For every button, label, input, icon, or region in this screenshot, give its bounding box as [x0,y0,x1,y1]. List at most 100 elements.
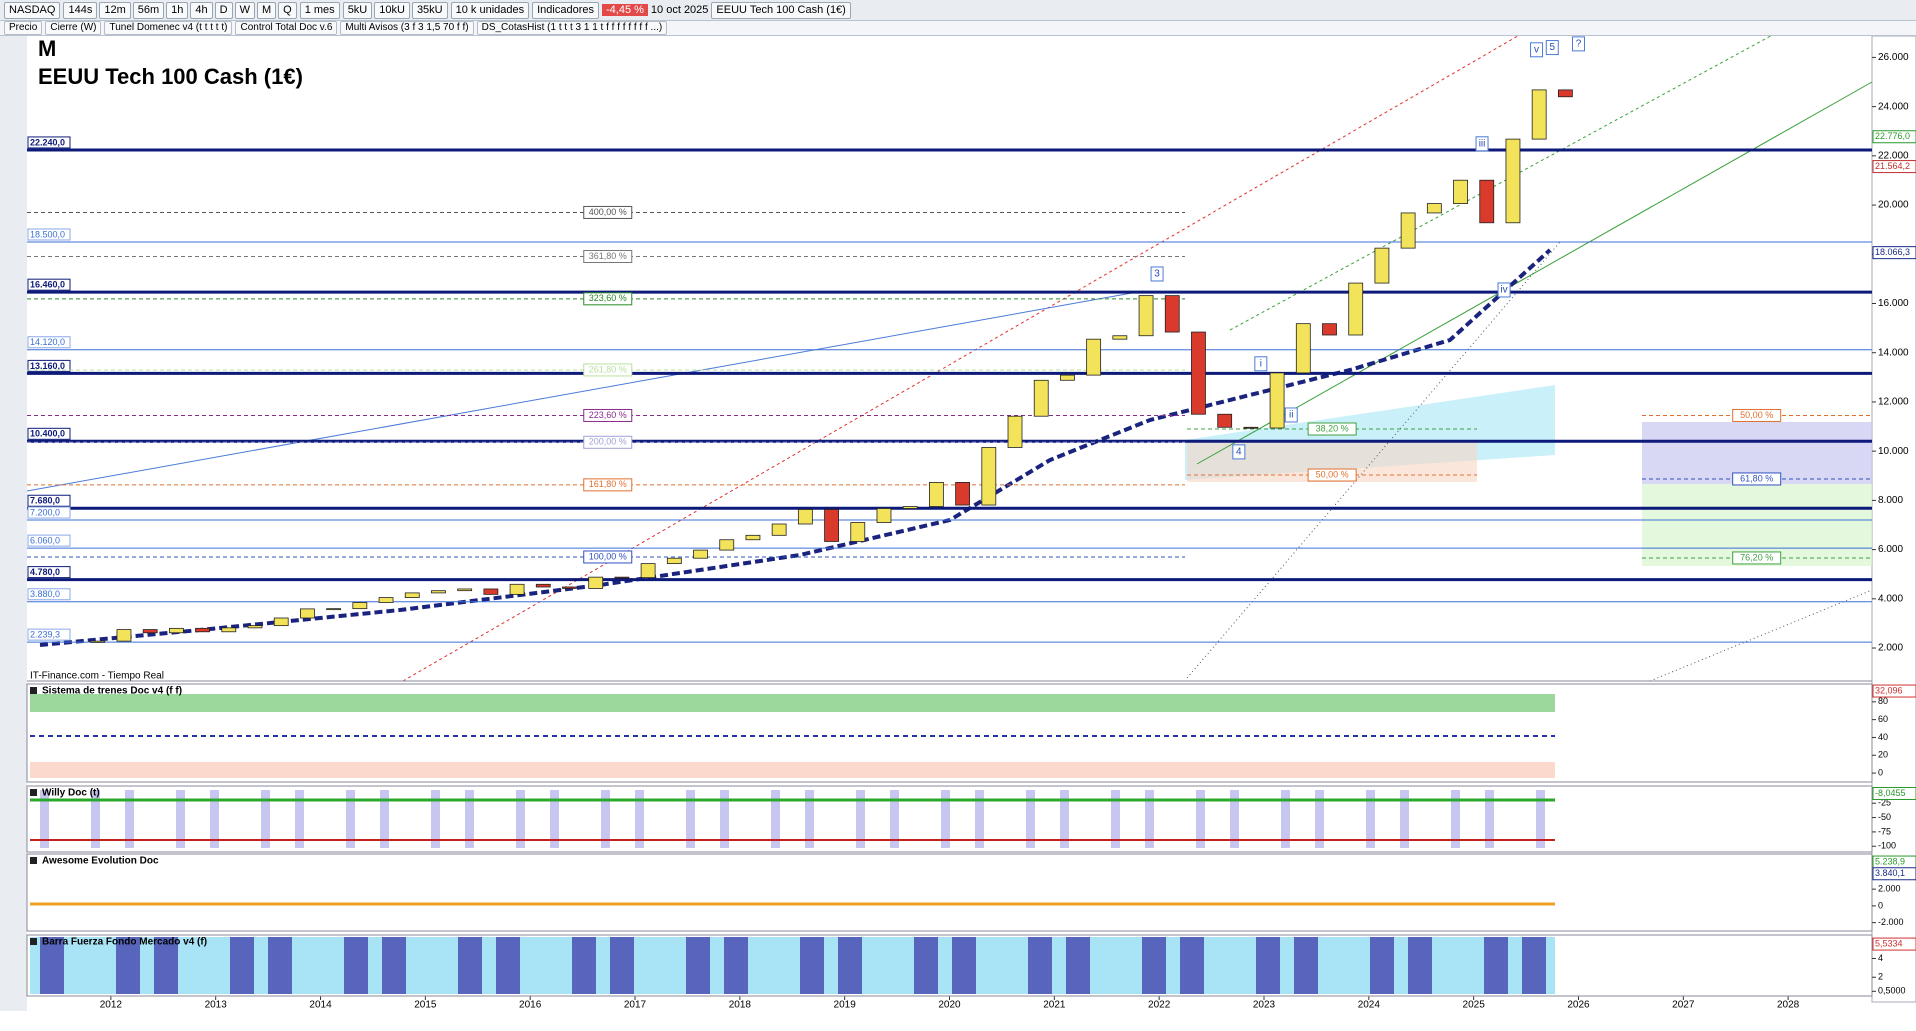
timeframes: 144s 12m 56m 1h 4h D W M Q [63,1,297,19]
value-label-box [1872,684,1916,698]
candle-body [666,557,682,565]
panel-title: Awesome Evolution Doc [42,856,159,867]
toolbar: NASDAQ 144s 12m 56m 1h 4h D W M Q 1 mes 5kU 10kU 3… [0,0,1916,21]
y-tick-label: 20 [1878,750,1888,760]
candle-body [535,583,551,588]
block [40,937,64,994]
wave-box [1571,36,1585,52]
panel [26,853,1873,932]
stripe [601,790,610,848]
candle-body [300,608,315,619]
candle-body [719,539,735,551]
units-button[interactable]: 5kU [342,1,373,19]
fib-label-box [1732,408,1782,422]
candle-body [640,563,656,579]
timeframe-button[interactable]: 12m [99,1,131,19]
fib-label-box [1732,551,1782,565]
value-label-box [1872,867,1916,881]
level-label: 3.880,0 [30,589,60,599]
candle-body [352,602,368,610]
price-label-box [1872,246,1916,260]
level-label: 18.500,0 [30,229,65,239]
level-label: 4.780,0 [30,567,60,577]
wave-box [1254,356,1268,372]
value-label: 32,096 [1875,685,1903,695]
block [952,937,976,994]
instrument[interactable]: EEUU Tech 100 Cash (1€) [711,1,851,19]
block [382,937,406,994]
units-button[interactable]: 10kU [374,1,410,19]
fib-label: 61,80 % [1740,473,1773,483]
fib-label: 100,00 % [589,551,627,561]
candle-body [1453,179,1468,204]
y-tick-label: 40 [1878,732,1888,742]
price-axis [1871,35,1916,1003]
stripe [346,790,355,848]
candle-body [981,447,997,506]
candle-body [1479,179,1495,224]
candle-body [1191,331,1206,415]
stripe [1451,790,1460,848]
level-label-box [27,494,71,507]
x-tick-label: 2028 [1777,1000,1800,1011]
block [458,937,482,994]
candle-body [1033,379,1049,417]
timeframe-button[interactable]: 1h [166,1,189,19]
indicator-button[interactable]: Cierre (W) [45,21,102,35]
level-label: 16.460,0 [30,280,65,290]
indicator-button[interactable]: Control Total Doc v.6 [235,21,338,35]
fib-label: 161,80 % [589,479,627,489]
block [344,937,368,994]
x-tick-label: 2027 [1672,1000,1695,1011]
candle-body [614,576,630,579]
indicator-button[interactable]: DS_CotasHist (1 t t t 3 1 1 t f f f f f … [476,21,668,35]
x-tick-label: 2012 [100,1000,123,1011]
indicator-button[interactable]: Multi Avisos (3 f 3 1,5 70 f f) [340,21,474,35]
level-label-box [27,566,71,579]
level-label-box [27,628,71,641]
block [686,937,710,994]
timeframe-button[interactable]: 56m [132,1,165,19]
timeframe-button[interactable]: Q [278,1,297,19]
indicators-button[interactable]: Indicadores [532,1,599,19]
candle-body [273,617,289,627]
period[interactable]: 1 mes [299,1,340,19]
candle-body [850,522,866,542]
timeframe-button[interactable]: 4h [190,1,213,19]
units-select[interactable]: 10 k unidades [450,1,530,19]
candle-body [928,482,944,507]
timeframe-button[interactable]: M [256,1,277,19]
date: 10 oct 2025 [650,4,709,16]
stripe [431,790,440,848]
timeframe-button[interactable]: D [214,1,233,19]
indicator-bar: Precio Cierre (W) Tunel Domenec v4 (t t t … [0,21,1916,36]
timeframe-button[interactable]: W [234,1,255,19]
wave-label: 5 [1549,42,1555,53]
channel-line [1196,81,1873,465]
candle-body [1269,372,1285,429]
stripe [941,790,950,848]
indicator-button[interactable]: Precio [4,21,43,35]
candle-body [142,629,158,634]
stripe [1281,790,1290,848]
fib-label-box [583,363,633,377]
timeframe-button[interactable]: 144s [63,1,98,19]
x-tick-label: 2019 [834,1000,857,1011]
candle-body [824,509,839,542]
stripe [771,790,780,848]
value-label: 5.238,9 [1875,856,1905,866]
fib-label: 261,80 % [589,364,627,374]
wave-label: ? [1576,39,1582,50]
symbol[interactable]: NASDAQ [4,1,61,19]
fib-label: 223,60 % [589,410,627,420]
indicator-button[interactable]: Tunel Domenec v4 (t t t t t) [104,21,233,35]
trend-line [1649,589,1873,682]
candle-body [195,627,210,633]
units-button[interactable]: 35kU [411,1,448,19]
x-tick-label: 2022 [1148,1000,1171,1011]
x-tick-label: 2018 [729,1000,752,1011]
y-tick-label: 0,5000 [1878,986,1906,996]
tool-strip [0,36,27,1011]
